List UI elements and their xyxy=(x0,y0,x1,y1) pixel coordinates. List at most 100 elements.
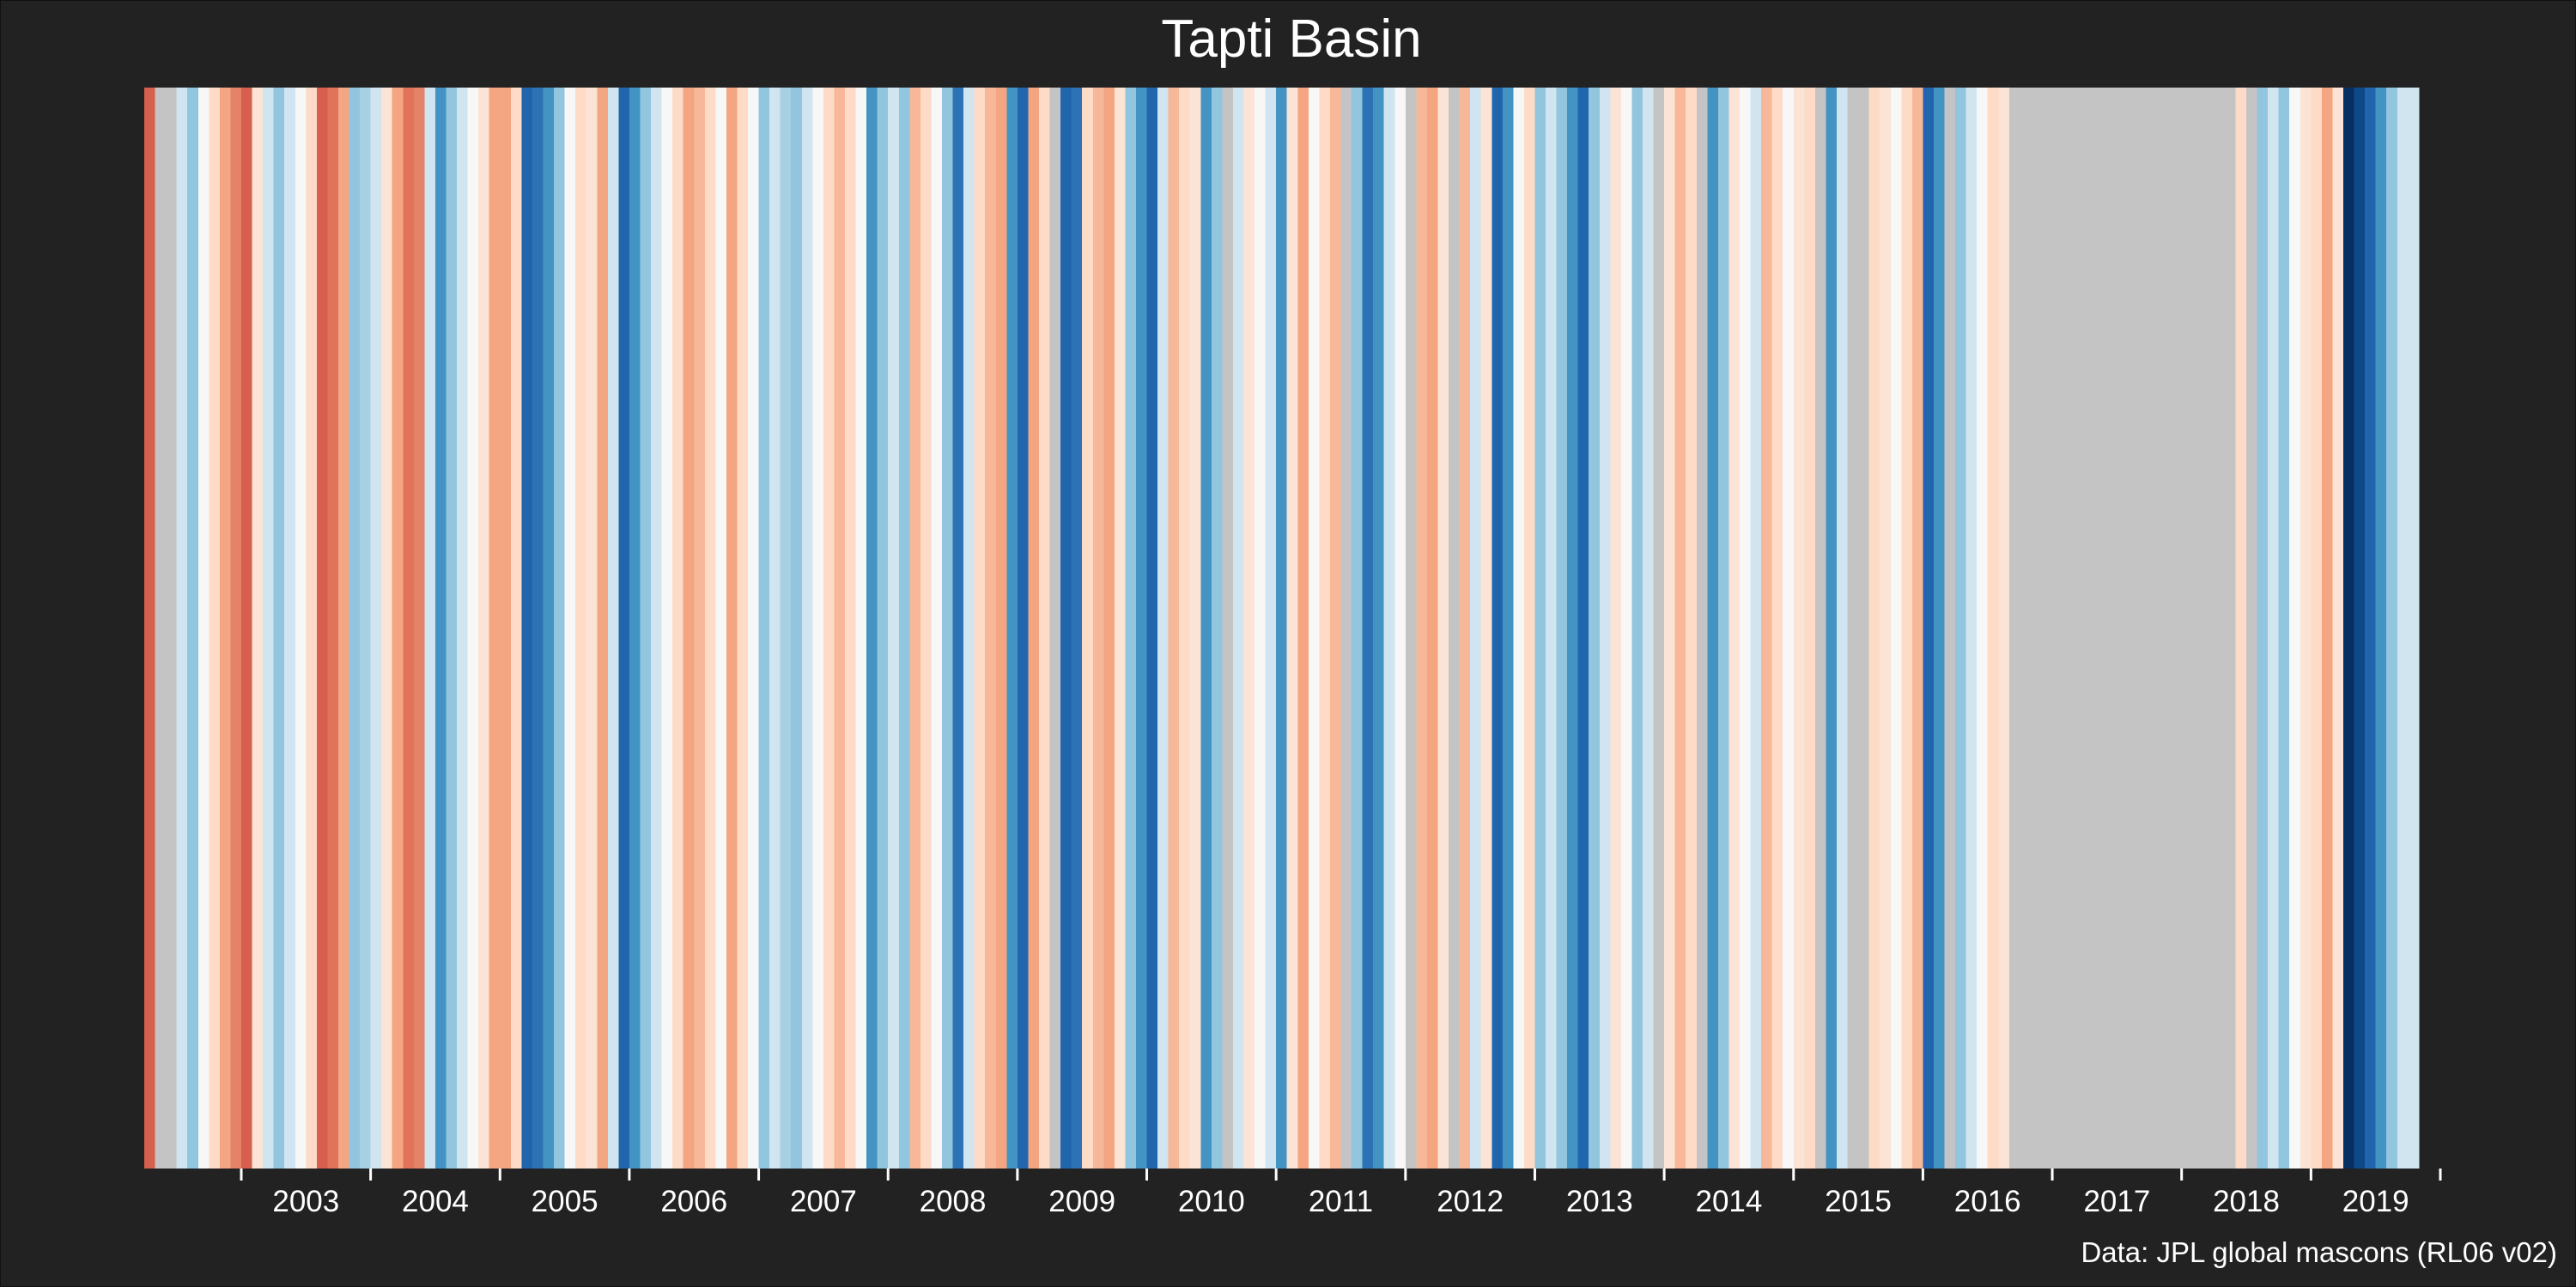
stripe-2002-05 xyxy=(155,88,167,1169)
stripe-2003-10 xyxy=(337,88,350,1169)
x-axis: 2003 2004 2005 2006 2007 2008 2009 2010 2011 2012… xyxy=(240,1169,2442,1218)
stripe-2015-11 xyxy=(1901,88,1913,1169)
stripe-2003-06 xyxy=(295,88,307,1169)
stripe-2009-09 xyxy=(1103,88,1115,1169)
stripe-2013-10 xyxy=(1631,88,1643,1169)
stripe-2005-07 xyxy=(564,88,576,1169)
stripe-2014-02 xyxy=(1674,88,1686,1169)
stripe-2018-05 xyxy=(2224,88,2237,1169)
stripe-2011-11 xyxy=(1383,88,1395,1169)
stripe-2007-08 xyxy=(834,88,846,1169)
stripe-2003-02 xyxy=(252,88,264,1169)
x-tick-label-2003: 2003 xyxy=(272,1185,339,1218)
stripe-2012-08 xyxy=(1480,88,1492,1169)
stripe-2017-03 xyxy=(2074,88,2086,1169)
stripe-2017-11 xyxy=(2160,88,2172,1169)
stripe-2008-10 xyxy=(985,88,997,1169)
stripe-2019-09 xyxy=(2397,88,2409,1169)
stripe-2005-06 xyxy=(554,88,566,1169)
stripe-2016-04 xyxy=(1955,88,1967,1169)
x-tick-label-2012: 2012 xyxy=(1437,1185,1504,1218)
stripe-2003-05 xyxy=(284,88,296,1169)
stripe-2008-03 xyxy=(909,88,921,1169)
stripe-2003-08 xyxy=(316,88,329,1169)
stripe-2008-04 xyxy=(920,88,933,1169)
stripe-2012-04 xyxy=(1437,88,1449,1169)
stripe-2010-04 xyxy=(1179,88,1191,1169)
stripe-2017-07 xyxy=(2117,88,2129,1169)
stripe-2009-08 xyxy=(1092,88,1104,1169)
stripe-2007-02 xyxy=(769,88,781,1169)
stripe-2015-07 xyxy=(1858,88,1870,1169)
stripe-2004-03 xyxy=(392,88,404,1169)
stripe-2006-04 xyxy=(661,88,673,1169)
stripe-2004-11 xyxy=(478,88,490,1169)
stripe-2018-08 xyxy=(2257,88,2269,1169)
stripe-2014-06 xyxy=(1717,88,1730,1169)
stripe-2007-11 xyxy=(866,88,878,1169)
stripe-2006-10 xyxy=(726,88,738,1169)
stripe-2014-11 xyxy=(1771,88,1783,1169)
stripe-2012-05 xyxy=(1449,88,1461,1169)
stripe-2010-10 xyxy=(1243,88,1255,1169)
stripe-2007-10 xyxy=(855,88,867,1169)
stripe-2016-05 xyxy=(1965,88,1978,1169)
stripe-2003-11 xyxy=(349,88,361,1169)
stripe-2005-11 xyxy=(607,88,619,1169)
stripe-2010-08 xyxy=(1222,88,1234,1169)
stripe-2013-09 xyxy=(1620,88,1633,1169)
stripe-2009-07 xyxy=(1082,88,1094,1169)
stripe-2011-08 xyxy=(1352,88,1364,1169)
stripe-2004-02 xyxy=(381,88,393,1169)
stripe-2012-11 xyxy=(1513,88,1525,1169)
stripe-2018-09 xyxy=(2268,88,2280,1169)
x-tick-label-2014: 2014 xyxy=(1696,1185,1763,1218)
stripe-2019-07 xyxy=(2375,88,2387,1169)
stripe-2010-02 xyxy=(1157,88,1170,1169)
stripe-2002-06 xyxy=(166,88,178,1169)
stripe-2015-04 xyxy=(1826,88,1838,1169)
stripe-2009-06 xyxy=(1071,88,1083,1169)
stripe-2005-01 xyxy=(500,88,512,1169)
stripe-2008-06 xyxy=(942,88,954,1169)
stripe-2002-10 xyxy=(209,88,221,1169)
stripe-2005-03 xyxy=(521,88,533,1169)
stripe-2011-07 xyxy=(1340,88,1352,1169)
stripe-2009-11 xyxy=(1125,88,1137,1169)
stripe-2018-10 xyxy=(2278,88,2290,1169)
stripe-2015-06 xyxy=(1847,88,1859,1169)
stripe-2009-04 xyxy=(1049,88,1061,1169)
stripe-2002-07 xyxy=(176,88,188,1169)
stripe-2006-02 xyxy=(640,88,652,1169)
stripe-2015-09 xyxy=(1880,88,1892,1169)
stripe-2015-05 xyxy=(1836,88,1849,1169)
stripe-2004-10 xyxy=(467,88,479,1169)
stripe-2017-02 xyxy=(2063,88,2075,1169)
stripe-2007-06 xyxy=(812,88,824,1169)
stripe-2007-05 xyxy=(801,88,813,1169)
x-tick-label-2013: 2013 xyxy=(1566,1185,1633,1218)
stripe-2016-07 xyxy=(1987,88,1999,1169)
stripe-2010-05 xyxy=(1189,88,1201,1169)
stripe-2015-08 xyxy=(1868,88,1880,1169)
x-tick-label-2011: 2011 xyxy=(1309,1185,1373,1218)
stripe-2018-12 xyxy=(2300,88,2312,1169)
stripe-2016-06 xyxy=(1977,88,1989,1169)
stripe-2016-02 xyxy=(1933,88,1946,1169)
x-tick-label-2018: 2018 xyxy=(2213,1185,2280,1218)
stripe-2019-05 xyxy=(2354,88,2366,1169)
x-tick-label-2017: 2017 xyxy=(2083,1185,2150,1218)
stripe-2002-12 xyxy=(230,88,242,1169)
stripe-2019-01 xyxy=(2311,88,2323,1169)
stripe-2013-07 xyxy=(1599,88,1611,1169)
stripe-2014-12 xyxy=(1783,88,1795,1169)
x-tick-label-2008: 2008 xyxy=(920,1185,987,1218)
stripe-2018-04 xyxy=(2214,88,2226,1169)
stripe-2011-09 xyxy=(1362,88,1374,1169)
stripe-2006-07 xyxy=(694,88,706,1169)
stripe-2006-08 xyxy=(704,88,716,1169)
x-tick-label-2007: 2007 xyxy=(790,1185,857,1218)
stripe-2007-04 xyxy=(791,88,803,1169)
chart-title: Tapti Basin xyxy=(1161,9,1421,69)
stripe-2015-03 xyxy=(1814,88,1827,1169)
